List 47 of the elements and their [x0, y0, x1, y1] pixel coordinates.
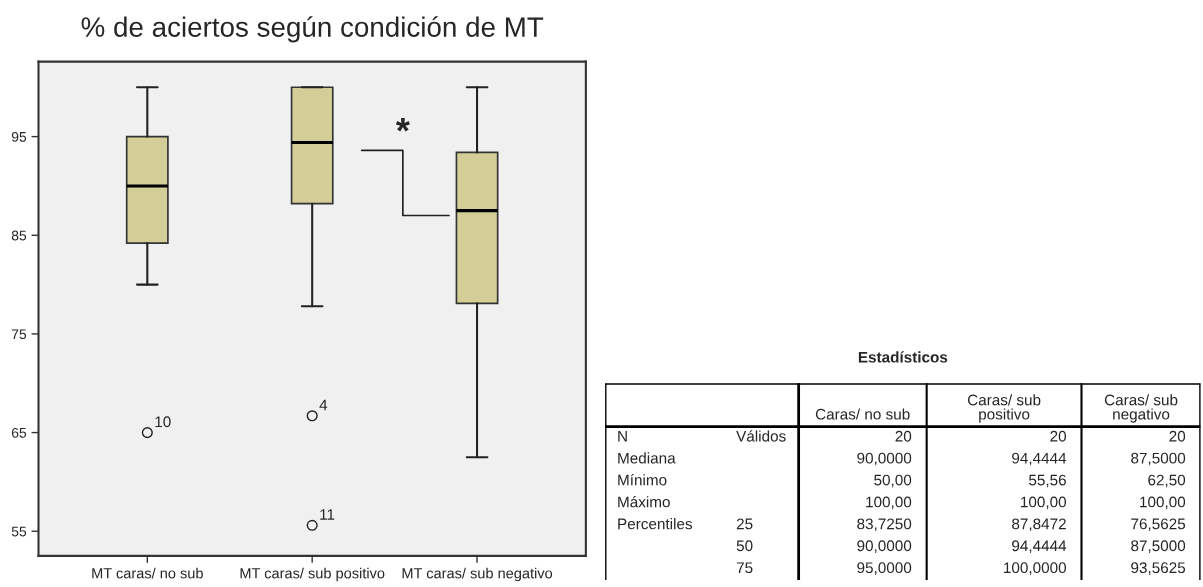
- text: Mediana: [618, 452, 676, 464]
- text: Estadísticos: [858, 351, 948, 363]
- text: 25: [736, 518, 753, 530]
- x-tick-label: MT caras/ sub negativo: [402, 567, 553, 582]
- text: 83,7250: [857, 518, 912, 532]
- text: Percentiles: [618, 518, 693, 530]
- text: 100,00: [1021, 496, 1067, 510]
- text: 94,4444: [1012, 540, 1067, 553]
- y-tick-label: 75: [11, 329, 27, 340]
- text: N: [618, 430, 627, 442]
- text: 62,50: [1148, 474, 1186, 488]
- text: 50,00: [874, 474, 912, 488]
- chart-title: % de aciertos según condición de MT: [81, 16, 544, 43]
- text: 95,0000: [857, 562, 912, 575]
- text: Máximo: [618, 495, 670, 508]
- y-tick-label: 65: [11, 427, 27, 438]
- text: 76,5625: [1131, 518, 1186, 532]
- text: 75: [736, 562, 753, 574]
- text: 93,5625: [1131, 562, 1186, 575]
- text: 90,0000: [857, 452, 912, 466]
- y-tick-label: 85: [11, 230, 27, 241]
- category-label: Caras/ sub negativo: [1104, 394, 1178, 423]
- text: 87,5000: [1131, 540, 1186, 553]
- text: 20: [895, 430, 912, 442]
- text: 100,00: [1140, 496, 1186, 510]
- text: 90,0000: [857, 540, 912, 553]
- text: 100,00: [866, 496, 912, 510]
- text: 50: [736, 540, 753, 552]
- annotation: 11: [320, 509, 335, 520]
- x-tick-label: MT caras/ no sub: [92, 567, 203, 579]
- text: 94,4444: [1012, 452, 1067, 466]
- text: 20: [1169, 430, 1186, 442]
- annotation: *: [395, 118, 410, 132]
- text: 55,56: [1028, 474, 1066, 488]
- category-label: Caras/ sub positivo: [967, 394, 1041, 423]
- text: 20: [1050, 430, 1067, 442]
- annotation: 10: [155, 416, 171, 428]
- text: Válidos: [736, 430, 786, 442]
- y-tick-label: 55: [11, 526, 27, 537]
- text: 87,8472: [1012, 518, 1066, 532]
- x-tick-label: MT caras/ sub positivo: [240, 567, 385, 582]
- y-tick-label: 95: [11, 131, 27, 142]
- category-label: Caras/ no sub: [815, 408, 910, 420]
- text: 87,5000: [1131, 452, 1186, 466]
- text: Mínimo: [618, 474, 667, 486]
- annotation: 4: [319, 399, 328, 411]
- text: 100,0000: [1004, 562, 1067, 575]
